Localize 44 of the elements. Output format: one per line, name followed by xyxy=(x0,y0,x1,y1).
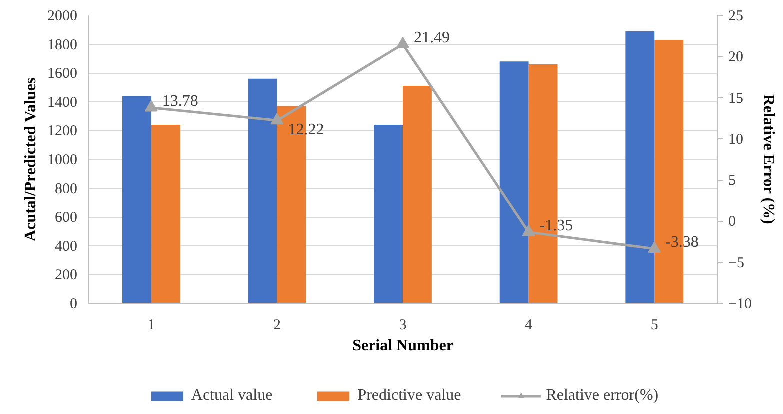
point xyxy=(270,113,284,125)
y2-tick-label: 25 xyxy=(728,8,744,24)
y-tick-label: 1000 xyxy=(48,152,78,168)
y-tick-label: 0 xyxy=(70,296,78,312)
point xyxy=(522,224,536,236)
y-tick-label: 1400 xyxy=(48,94,78,111)
data-label: 21.49 xyxy=(414,29,450,46)
bar xyxy=(151,124,180,304)
y2-tick-label: 15 xyxy=(728,90,744,107)
y-axis-title: Acutal/Predicted Values xyxy=(22,78,40,242)
x-tick-label: 5 xyxy=(650,318,658,334)
x-tick-label: 4 xyxy=(525,318,534,334)
y-tick-label: 200 xyxy=(55,268,78,284)
point xyxy=(396,36,410,48)
legend-label: Predictive value xyxy=(358,387,462,405)
legend-label: Relative error(%) xyxy=(546,387,659,405)
y-tick-label: 1200 xyxy=(48,124,78,140)
y2-tick-label: −10 xyxy=(728,296,752,312)
bar xyxy=(626,31,655,304)
bar xyxy=(374,124,403,304)
y-tick-label: 2000 xyxy=(48,8,78,24)
y-tick-label: 600 xyxy=(55,210,78,226)
legend-label: Actual value xyxy=(191,387,273,405)
bar xyxy=(500,62,529,304)
x-tick-label: 3 xyxy=(399,318,407,334)
data-label: 13.78 xyxy=(162,92,198,110)
point xyxy=(648,242,662,253)
y-tick-label: 400 xyxy=(55,238,78,255)
point xyxy=(144,100,158,112)
x-tick-label: 1 xyxy=(148,318,156,334)
y2-tick-label: 5 xyxy=(728,173,736,190)
y2-tick-label: 10 xyxy=(728,132,744,148)
bar xyxy=(248,78,278,304)
bar xyxy=(122,96,152,304)
y2-tick-label: −5 xyxy=(728,255,744,272)
y2-tick-label: 0 xyxy=(728,214,736,230)
x-tick-label: 2 xyxy=(273,318,281,334)
bar xyxy=(403,86,432,304)
y2-tick-label: 20 xyxy=(728,50,744,66)
y-tick-label: 800 xyxy=(55,181,78,198)
y-tick-label: 1800 xyxy=(48,37,78,54)
y-tick-label: 1600 xyxy=(48,66,78,82)
y2-axis-title: Relative Error (%) xyxy=(760,94,777,224)
x-axis-title: Serial Number xyxy=(352,338,454,354)
